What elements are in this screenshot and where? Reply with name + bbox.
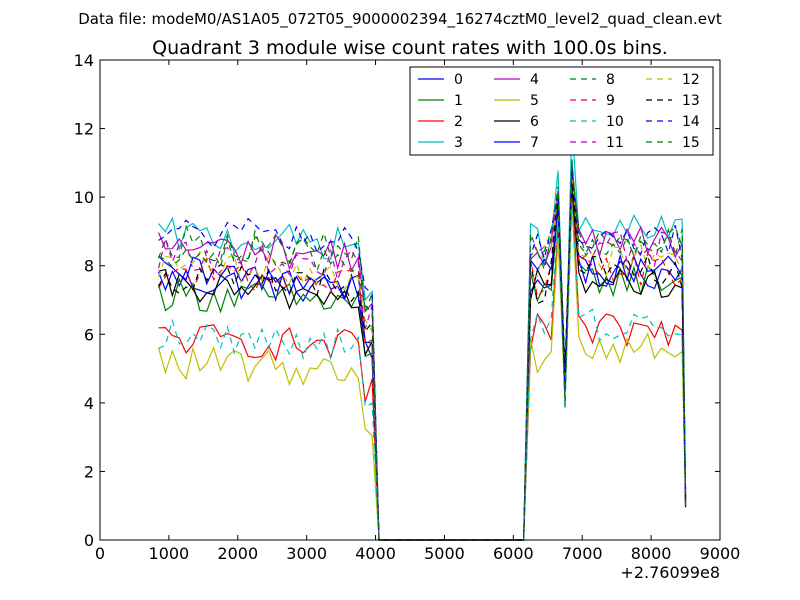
- series-line-1: [157, 175, 687, 541]
- legend-label-5: 5: [530, 93, 539, 109]
- series-line-15: [158, 159, 687, 541]
- legend-label-8: 8: [606, 72, 615, 88]
- legend-label-4: 4: [530, 72, 539, 88]
- x-tick-label-4: 4000: [355, 544, 396, 563]
- x-tick-label-2: 2000: [217, 544, 258, 563]
- series-line-10: [158, 202, 687, 541]
- x-tick-label-9: 9000: [700, 544, 741, 563]
- x-axis: 0 1000 2000 3000 4000 5000 6000 7000 8000 9000: [95, 60, 740, 563]
- legend-box: [409, 66, 714, 156]
- series-line-11: [157, 161, 687, 541]
- chart-title: Quadrant 3 module wise count rates with …: [152, 37, 668, 59]
- series-line-5: [157, 202, 687, 541]
- series-line-13: [158, 170, 687, 541]
- x-tick-label-0: 0: [95, 544, 105, 563]
- x-offset-label: +2.76099e8: [620, 563, 720, 582]
- series-line-4: [158, 170, 687, 541]
- series-line-7: [158, 170, 687, 541]
- legend-label-3: 3: [454, 135, 463, 151]
- series-line-9: [158, 169, 687, 541]
- x-tick-label-3: 3000: [286, 544, 327, 563]
- legend-label-10: 10: [606, 114, 624, 130]
- series-line-12: [157, 175, 687, 541]
- y-tick-label-1: 2: [84, 462, 94, 481]
- plot-frame: [99, 59, 721, 541]
- legend-label-2: 2: [454, 114, 463, 130]
- y-tick-label-3: 6: [84, 325, 94, 344]
- series-group: [157, 121, 687, 541]
- series-line-0: [158, 162, 687, 541]
- legend-label-11: 11: [606, 135, 624, 151]
- x-tick-label-8: 8000: [631, 544, 672, 563]
- chart-suptitle: Data file: modeM0/AS1A05_072T05_90000023…: [78, 10, 722, 29]
- legend-label-9: 9: [606, 93, 615, 109]
- legend-label-6: 6: [530, 114, 539, 130]
- y-tick-label-0: 0: [84, 531, 94, 550]
- legend-label-14: 14: [682, 114, 700, 130]
- x-tick-label-7: 7000: [562, 544, 603, 563]
- x-tick-label-1: 1000: [149, 544, 190, 563]
- legend-label-7: 7: [530, 135, 539, 151]
- y-tick-label-4: 8: [84, 257, 94, 276]
- series-line-3: [158, 121, 687, 541]
- y-tick-label-6: 12: [74, 120, 94, 139]
- legend-label-13: 13: [682, 93, 700, 109]
- y-tick-label-7: 14: [74, 51, 94, 70]
- series-line-8: [157, 168, 687, 541]
- series-line-14: [158, 168, 687, 541]
- x-tick-label-6: 6000: [493, 544, 534, 563]
- legend-label-1: 1: [454, 93, 463, 109]
- y-tick-label-2: 4: [84, 394, 94, 413]
- series-line-6: [158, 186, 687, 541]
- series-line-2: [158, 185, 687, 541]
- y-tick-label-5: 10: [74, 188, 94, 207]
- legend-label-0: 0: [454, 72, 463, 88]
- x-tick-label-5: 5000: [424, 544, 465, 563]
- legend-label-12: 12: [682, 72, 700, 88]
- legend-label-15: 15: [682, 135, 700, 151]
